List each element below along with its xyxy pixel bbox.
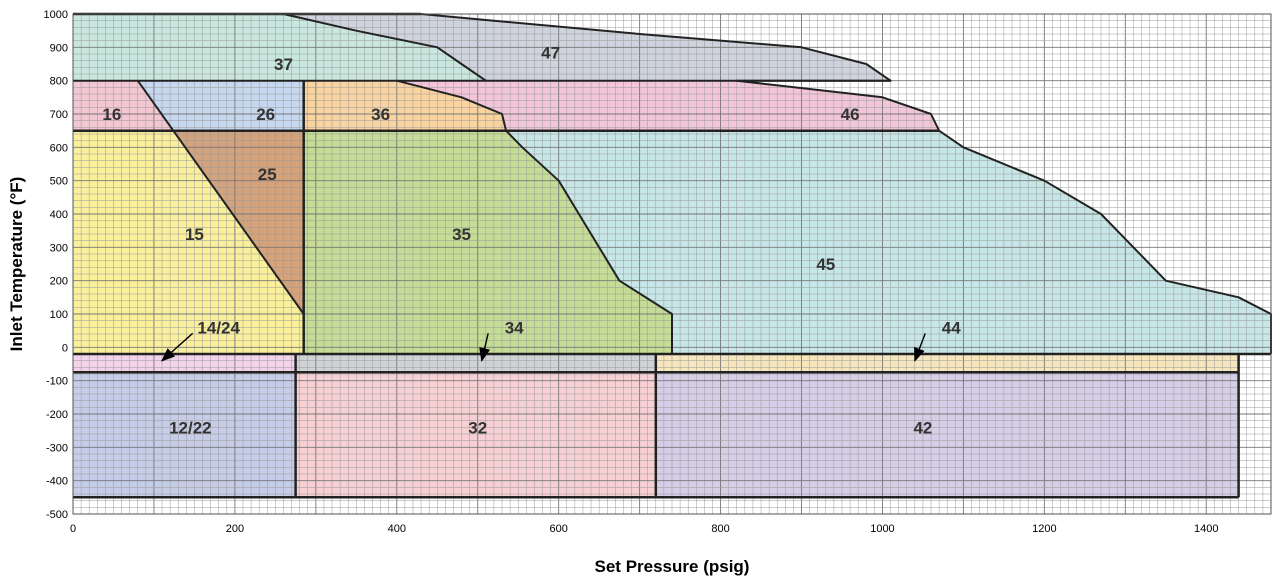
region-label-45: 45 bbox=[816, 255, 835, 274]
y-tick-label: -200 bbox=[46, 409, 68, 421]
region-32 bbox=[295, 372, 656, 498]
y-tick-label: -400 bbox=[46, 476, 68, 488]
annotation-arrow bbox=[914, 333, 926, 362]
y-tick-label: 300 bbox=[50, 242, 68, 254]
region-14-24 bbox=[73, 354, 296, 373]
annotations-layer: 14/24 34 44 bbox=[160, 318, 961, 363]
region-46 bbox=[396, 80, 940, 131]
region-label-37: 37 bbox=[274, 55, 293, 74]
y-tick-label: 500 bbox=[50, 176, 68, 188]
region-15 bbox=[73, 130, 304, 354]
region-label-16: 16 bbox=[102, 105, 121, 124]
region-labels-layer: 47 37 16 26 36 46 15 25 35 45 12/22 32 42 bbox=[102, 43, 932, 437]
region-label-32: 32 bbox=[468, 418, 487, 437]
region-26 bbox=[137, 80, 304, 131]
region-12-22 bbox=[73, 372, 296, 498]
plot-frame bbox=[72, 13, 1272, 515]
region-35 bbox=[303, 130, 672, 354]
x-tick-label: 1400 bbox=[1194, 523, 1218, 535]
y-tick-label: 100 bbox=[50, 309, 68, 321]
region-label-42: 42 bbox=[913, 418, 932, 437]
region-34 bbox=[295, 354, 656, 373]
x-tick-label: 600 bbox=[549, 523, 567, 535]
annotation-label-44: 44 bbox=[942, 318, 961, 337]
annotation-label-14-24: 14/24 bbox=[197, 318, 240, 337]
y-tick-label: 700 bbox=[50, 109, 68, 121]
region-label-36: 36 bbox=[371, 105, 390, 124]
region-label-46: 46 bbox=[841, 105, 860, 124]
region-label-35: 35 bbox=[452, 225, 471, 244]
y-tick-label: 0 bbox=[62, 342, 68, 354]
axes-layer: 0 200 400 600 800 1000 1200 1400100090080070060… bbox=[44, 9, 1272, 535]
y-tick-label: -500 bbox=[46, 509, 68, 521]
region-16 bbox=[73, 80, 175, 131]
x-tick-label: 800 bbox=[711, 523, 729, 535]
region-label-15: 15 bbox=[185, 225, 204, 244]
region-label-26: 26 bbox=[256, 105, 275, 124]
region-boundary bbox=[396, 79, 673, 354]
y-tick-label: 600 bbox=[50, 142, 68, 154]
y-tick-label: 900 bbox=[50, 42, 68, 54]
annotation-arrow bbox=[160, 332, 194, 362]
y-tick-label: 400 bbox=[50, 209, 68, 221]
y-tick-label: -300 bbox=[46, 442, 68, 454]
x-tick-label: 0 bbox=[70, 523, 76, 535]
x-tick-label: 1200 bbox=[1032, 523, 1056, 535]
region-borders-layer bbox=[73, 12, 1272, 499]
region-label-12-22: 12/22 bbox=[169, 418, 212, 437]
y-tick-label: 200 bbox=[50, 276, 68, 288]
region-boundary bbox=[421, 13, 1272, 354]
region-45 bbox=[506, 130, 1272, 354]
region-label-47: 47 bbox=[541, 43, 560, 62]
y-tick-label: -100 bbox=[46, 376, 68, 388]
x-tick-label: 1000 bbox=[870, 523, 894, 535]
annotation-label-34: 34 bbox=[505, 318, 524, 337]
x-tick-label: 200 bbox=[226, 523, 244, 535]
y-tick-label: 1000 bbox=[44, 9, 68, 21]
region-label-25: 25 bbox=[258, 165, 277, 184]
x-tick-label: 400 bbox=[388, 523, 406, 535]
y-tick-label: 800 bbox=[50, 76, 68, 88]
y-axis-title: Inlet Temperature (°F) bbox=[7, 177, 26, 352]
region-boundary bbox=[283, 13, 487, 82]
x-axis-title: Set Pressure (psig) bbox=[595, 557, 750, 576]
region-boundary bbox=[136, 80, 305, 315]
annotation-arrow bbox=[479, 333, 491, 363]
